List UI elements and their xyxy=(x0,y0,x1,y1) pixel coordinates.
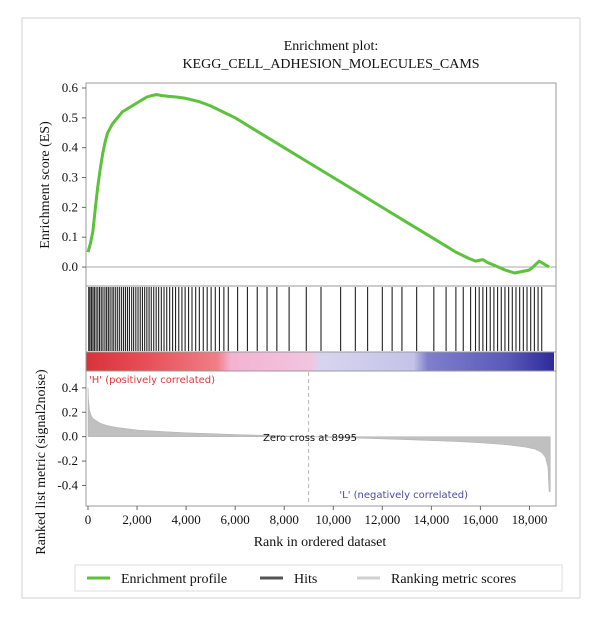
legend-frame xyxy=(74,564,563,592)
es-y-tick-label: 0.5 xyxy=(62,110,78,125)
x-tick-label: 4,000 xyxy=(171,512,200,527)
legend-enrichment-label: Enrichment profile xyxy=(121,572,227,587)
negative-correlation-label: 'L' (negatively correlated) xyxy=(339,490,468,501)
x-axis: 0 2,000 4,000 6,000 8,000 10,000 12,000 14,000 1… xyxy=(85,506,548,527)
positive-correlation-label: 'H' (positively correlated) xyxy=(89,375,215,386)
x-tick-label: 18,000 xyxy=(512,512,548,527)
x-tick-label: 16,000 xyxy=(463,512,499,527)
rank-y-tick-label: -0.4 xyxy=(57,477,78,492)
figure-frame xyxy=(21,17,581,599)
chart-subtitle: KEGG_CELL_ADHESION_MOLECULES_CAMS xyxy=(182,57,479,72)
rank-y-axis-label: Ranked list metric (signal2noise) xyxy=(34,369,49,555)
rank-y-ticks: 0.4 0.2 0.0 -0.2 -0.4 xyxy=(57,380,86,492)
x-tick-label: 2,000 xyxy=(122,512,151,527)
rank-y-tick-label: -0.2 xyxy=(57,453,78,468)
x-axis-label: Rank in ordered dataset xyxy=(254,535,387,550)
es-y-tick-label: 0.2 xyxy=(62,199,78,214)
es-y-tick-label: 0.6 xyxy=(62,80,79,95)
es-panel: 0.0 0.1 0.2 0.3 0.4 0.5 0.6 Enrichment score (… xyxy=(38,80,557,287)
rank-y-tick-label: 0.0 xyxy=(62,429,78,444)
ranking-panel-frame xyxy=(85,370,557,507)
x-tick-label: 14,000 xyxy=(413,512,449,527)
es-y-tick-label: 0.0 xyxy=(62,259,78,274)
ranking-gradient-bar xyxy=(86,352,554,371)
rank-y-tick-label: 0.4 xyxy=(62,380,79,395)
zero-cross-label: Zero cross at 8995 xyxy=(263,433,357,444)
es-y-tick-label: 0.1 xyxy=(62,229,78,244)
x-tick-label: 8,000 xyxy=(270,512,299,527)
es-y-axis-label: Enrichment score (ES) xyxy=(38,121,53,249)
legend: Enrichment profile Hits Ranking metric s… xyxy=(74,564,563,592)
es-y-tick-label: 0.4 xyxy=(62,140,79,155)
x-tick-label: 10,000 xyxy=(315,512,351,527)
es-y-tick-label: 0.3 xyxy=(62,170,78,185)
rank-y-tick-label: 0.2 xyxy=(62,404,78,419)
gradient-bar-panel xyxy=(85,351,557,372)
chart-title: Enrichment plot: xyxy=(284,39,378,54)
x-tick-label: 0 xyxy=(85,512,92,527)
es-y-ticks: 0.0 0.1 0.2 0.3 0.4 0.5 0.6 xyxy=(62,80,86,274)
enrichment-profile-line xyxy=(86,93,550,275)
x-tick-label: 6,000 xyxy=(221,512,250,527)
ranking-panel: 0.4 0.2 0.0 -0.2 -0.4 Zero cross at 8995 'H'… xyxy=(34,369,557,555)
hit-lines xyxy=(88,287,543,351)
legend-ranking-label: Ranking metric scores xyxy=(391,572,516,587)
hits-panel xyxy=(85,285,557,353)
x-tick-label: 12,000 xyxy=(364,512,400,527)
legend-hits-label: Hits xyxy=(294,572,317,587)
